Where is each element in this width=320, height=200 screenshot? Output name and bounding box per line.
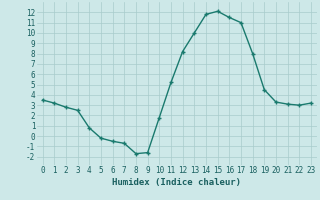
X-axis label: Humidex (Indice chaleur): Humidex (Indice chaleur) (112, 178, 241, 187)
